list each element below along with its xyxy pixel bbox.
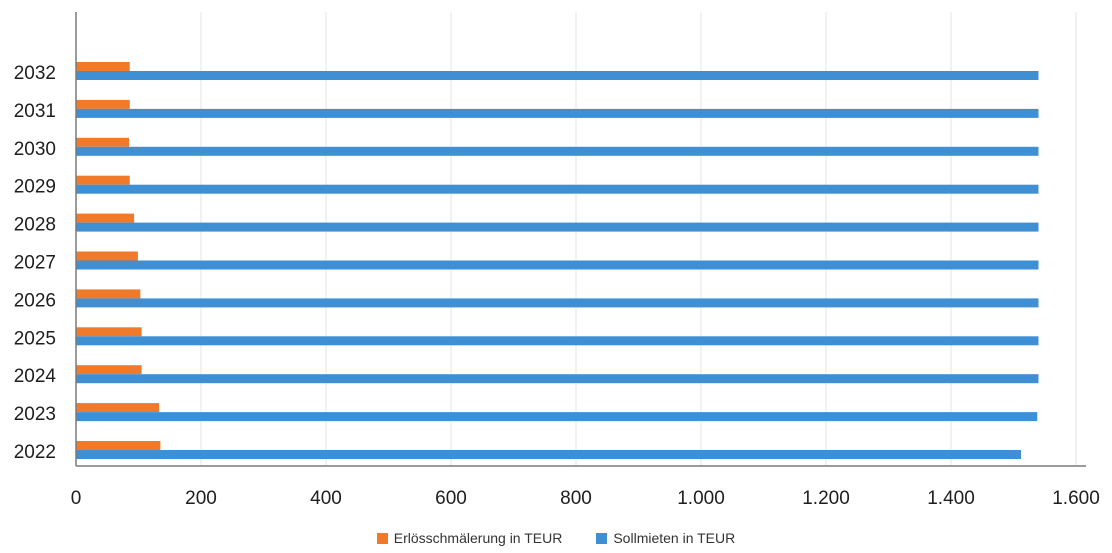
legend-label-erloesschmaelerung: Erlösschmälerung in TEUR bbox=[393, 530, 563, 546]
y-category-2023: 2023 bbox=[14, 404, 56, 425]
bar-sollmieten-2023 bbox=[76, 412, 1038, 422]
bar-erloesschmaelerung-2030 bbox=[76, 137, 130, 147]
bar-sollmieten-2026 bbox=[76, 298, 1039, 308]
x-tick-200: 200 bbox=[185, 488, 217, 509]
legend-item-sollmieten: Sollmieten in TEUR bbox=[596, 530, 735, 546]
y-category-2032: 2032 bbox=[14, 63, 56, 84]
bars bbox=[76, 62, 1039, 459]
bar-erloesschmaelerung-2023 bbox=[76, 403, 160, 413]
bar-sollmieten-2022 bbox=[76, 450, 1021, 459]
bar-sollmieten-2028 bbox=[76, 222, 1039, 232]
x-tick-800: 800 bbox=[560, 488, 592, 509]
bar-sollmieten-2025 bbox=[76, 336, 1039, 346]
x-tick-0: 0 bbox=[71, 488, 82, 509]
bar-erloesschmaelerung-2031 bbox=[76, 99, 130, 109]
y-category-2029: 2029 bbox=[14, 177, 56, 198]
y-category-2025: 2025 bbox=[14, 328, 56, 349]
bar-erloesschmaelerung-2022 bbox=[76, 441, 161, 450]
x-tick-1200: 1.200 bbox=[802, 488, 850, 509]
x-tick-1400: 1.400 bbox=[927, 488, 975, 509]
x-tick-600: 600 bbox=[435, 488, 467, 509]
bar-sollmieten-2027 bbox=[76, 260, 1039, 270]
legend: Erlösschmälerung in TEUR Sollmieten in T… bbox=[0, 530, 1112, 546]
y-category-2024: 2024 bbox=[14, 366, 57, 387]
legend-swatch-erloesschmaelerung bbox=[376, 532, 388, 544]
y-category-2027: 2027 bbox=[14, 253, 56, 274]
bar-sollmieten-2030 bbox=[76, 146, 1039, 156]
bar-sollmieten-2024 bbox=[76, 374, 1039, 384]
bar-sollmieten-2029 bbox=[76, 184, 1039, 194]
x-tick-labels: 0 200 400 600 800 1.000 1.200 1.400 1.600 bbox=[71, 488, 1100, 509]
bar-erloesschmaelerung-2032 bbox=[76, 62, 130, 71]
y-category-2026: 2026 bbox=[14, 290, 56, 311]
bar-erloesschmaelerung-2028 bbox=[76, 213, 135, 223]
y-category-2028: 2028 bbox=[14, 215, 56, 236]
bar-sollmieten-2031 bbox=[76, 108, 1039, 118]
bar-sollmieten-2032 bbox=[76, 71, 1039, 80]
x-tick-400: 400 bbox=[310, 488, 342, 509]
axes bbox=[75, 12, 1086, 467]
x-tick-1600: 1.600 bbox=[1052, 488, 1100, 509]
y-category-2030: 2030 bbox=[14, 139, 56, 160]
legend-label-sollmieten: Sollmieten in TEUR bbox=[613, 530, 736, 546]
bar-erloesschmaelerung-2027 bbox=[76, 251, 138, 261]
y-category-2022: 2022 bbox=[14, 442, 56, 463]
gridlines bbox=[200, 12, 1077, 466]
bar-erloesschmaelerung-2024 bbox=[76, 365, 142, 375]
legend-item-erloesschmaelerung: Erlösschmälerung in TEUR bbox=[376, 530, 563, 546]
x-tick-1000: 1.000 bbox=[677, 488, 725, 509]
y-category-labels: 2022 2023 2024 2025 2026 2027 2028 2029 2030 2031… bbox=[14, 63, 57, 463]
y-category-2031: 2031 bbox=[14, 101, 56, 122]
bar-erloesschmaelerung-2029 bbox=[76, 175, 130, 185]
legend-swatch-sollmieten bbox=[596, 532, 608, 544]
bar-erloesschmaelerung-2026 bbox=[76, 289, 141, 299]
bar-erloesschmaelerung-2025 bbox=[76, 327, 142, 337]
